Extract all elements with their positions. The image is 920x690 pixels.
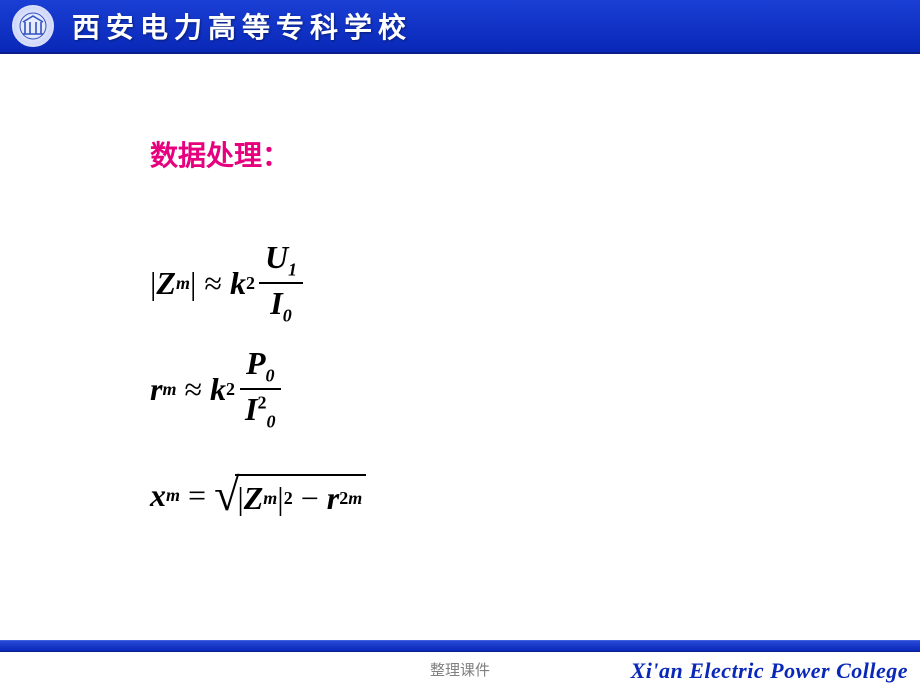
school-name-title: 西安电力高等专科学校 bbox=[72, 6, 412, 46]
slide-content: 数据处理： |Zm| ≈ k2 U1 I0 rm ≈ k2 P0 I20 xm … bbox=[0, 54, 920, 534]
equations-block: |Zm| ≈ k2 U1 I0 rm ≈ k2 P0 I20 xm = √ |Z… bbox=[150, 244, 920, 534]
footer-divider-bar bbox=[0, 640, 920, 652]
equation-xm: xm = √ |Zm|2 − r2m bbox=[150, 456, 920, 534]
school-logo-icon bbox=[12, 5, 54, 47]
header-bar: 西安电力高等专科学校 bbox=[0, 0, 920, 54]
footer: 整理课件 Xi'an Electric Power College bbox=[0, 640, 920, 690]
equation-rm: rm ≈ k2 P0 I20 bbox=[150, 350, 920, 428]
footer-note: 整理课件 bbox=[430, 659, 490, 680]
footer-college-name: Xi'an Electric Power College bbox=[631, 658, 908, 684]
section-heading: 数据处理： bbox=[150, 134, 920, 174]
equation-zm: |Zm| ≈ k2 U1 I0 bbox=[150, 244, 920, 322]
